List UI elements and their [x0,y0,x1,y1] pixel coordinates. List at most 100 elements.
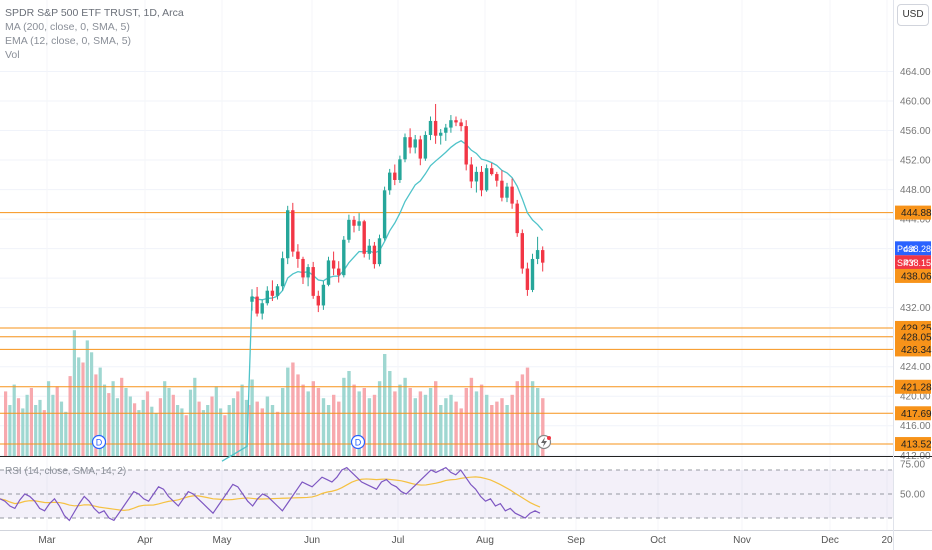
candle-body [500,180,504,198]
price-tick-label: 448.00 [900,185,931,196]
candle-body [316,295,320,306]
candle-body [326,260,331,285]
volume-bar [372,394,377,456]
volume-bar [250,379,254,456]
volume-bar [8,405,12,456]
indicator-ema[interactable]: EMA (12, close, 0, SMA, 5) [5,35,132,47]
price-label-name: Post [897,244,916,254]
candle-body [439,132,443,136]
volume-bar [47,381,51,456]
volume-bar [255,401,259,456]
candle-body [362,221,366,254]
candle-body [479,171,484,191]
candle-body [347,219,351,240]
price-label-value: 438.06 [901,271,932,282]
volume-bar [34,405,38,456]
volume-bar [265,396,270,456]
volume-bar [296,374,300,456]
volume-bar [25,394,29,456]
volume-bar [342,377,346,456]
price-label-bg [895,255,931,270]
candle-body [464,126,468,165]
volume-bar [176,405,180,456]
candle-body [520,233,524,269]
candle-body [377,238,382,265]
volume-bar [275,411,280,456]
volume-bar [316,388,321,456]
time-tick-label: Jul [392,535,405,546]
volume-bar [42,410,46,456]
time-tick-label: Dec [821,535,839,546]
volume-bar [150,406,154,456]
candle-body [291,210,295,252]
volume-bar [154,413,158,456]
level-label: 426.34 [901,345,932,356]
volume-bar [111,381,115,456]
volume-bar [141,399,145,456]
price-tick-label: 420.00 [900,392,931,403]
volume-bar [72,330,76,456]
volume-bar [383,354,387,456]
candle-body [280,258,285,287]
candle-body [260,303,264,314]
time-tick-label: Oct [650,535,666,546]
price-tick-label: 452.00 [900,156,931,167]
price-tick-label: 456.00 [900,126,931,137]
candle-body [382,190,387,239]
price-label-name: SPY [897,258,915,268]
currency-button[interactable]: USD [897,4,929,26]
volume-bar [51,394,55,456]
volume-bar [510,394,514,456]
candle-body [423,134,428,159]
volume-bar [337,401,341,456]
level-label: 429.25 [901,323,932,334]
volume-bar [423,394,428,456]
candle-body [275,286,280,296]
candle-body [393,172,397,180]
candle-body [331,260,336,269]
price-label-value: 438.28 [903,244,931,254]
volume-bar [240,384,244,456]
candle-body [286,210,290,259]
candle-body [403,137,407,160]
volume-bar [541,398,545,456]
volume-bar [124,388,128,456]
volume-bar [184,415,188,456]
volume-bar [260,408,264,456]
candle-body [444,127,448,133]
volume-bar [367,398,372,456]
volume-bar [115,398,119,456]
volume-bar [55,386,59,456]
level-label-bg [895,205,931,220]
volume-bar [231,398,236,456]
volume-bar [398,384,402,456]
dividend-marker [350,434,366,450]
dividend-marker-label: D [355,438,362,448]
candle-body [535,250,540,259]
volume-bar [418,391,423,456]
volume-bar [158,398,162,456]
rsi-line [0,466,541,522]
volume-bar [332,394,336,456]
indicator-vol[interactable]: Vol [5,49,20,61]
candle-body [510,186,514,204]
candle-body [469,164,473,182]
volume-bar [434,381,438,456]
price-label-bg [895,268,931,283]
candle-body [433,120,438,136]
volume-bar [495,401,499,456]
volume-bar [219,408,223,456]
candle-body [321,284,326,306]
candle-body [342,239,346,276]
indicator-ma[interactable]: MA (200, close, 0, SMA, 5) [5,21,130,33]
volume-bar [214,386,218,456]
level-label-bg [895,342,931,357]
candle-body [515,203,519,234]
rsi-legend[interactable]: RSI (14, close, SMA, 14, 2) [5,466,127,477]
volume-bar [29,388,33,456]
volume-bar [4,391,8,456]
lightning-icon [541,437,547,447]
candle-body [398,159,402,180]
ema-line [221,140,544,462]
